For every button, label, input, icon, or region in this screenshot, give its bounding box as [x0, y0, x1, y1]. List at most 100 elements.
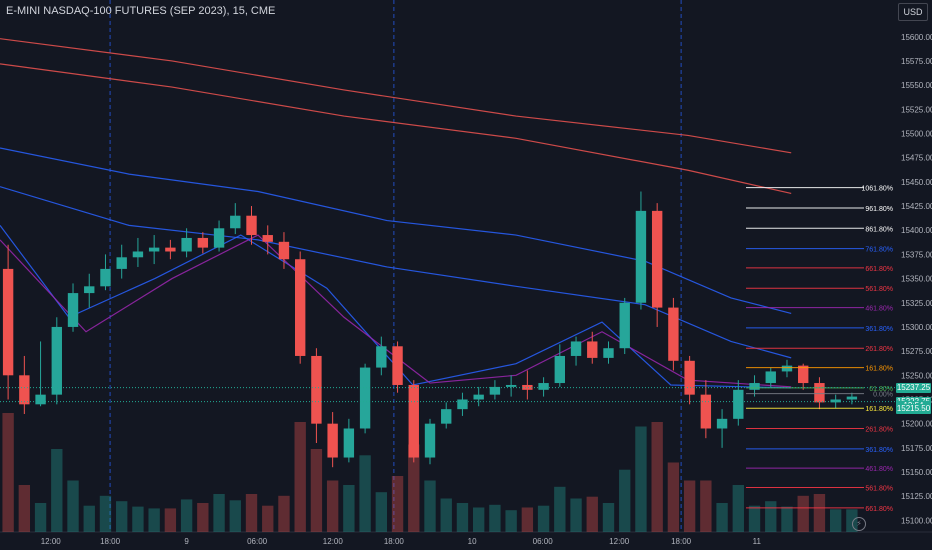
volume-bar	[651, 422, 663, 532]
volume-bar	[99, 495, 112, 532]
volume-bar	[375, 492, 387, 532]
volume-bar	[846, 509, 858, 532]
volume-bar	[245, 494, 258, 532]
volume-bar	[359, 455, 371, 532]
volume-bar	[829, 509, 842, 532]
candle-body	[538, 383, 549, 390]
candle-body	[197, 237, 209, 248]
candle-body	[668, 307, 679, 361]
fib-level-label: 161.80%	[865, 366, 893, 373]
fib-level-label: 261.80%	[865, 346, 893, 353]
fib-level-label: 161.80%	[865, 406, 893, 413]
volume-bar	[635, 426, 647, 532]
volume-bar	[797, 495, 809, 532]
candle-body	[830, 399, 841, 403]
fib-level-label: 561.80%	[865, 486, 893, 493]
time-tick-label: 9	[184, 537, 189, 546]
candle-body	[716, 418, 728, 429]
volume-bar	[505, 510, 517, 532]
time-tick-label: 18:00	[384, 537, 405, 546]
moving-average-line	[0, 38, 792, 154]
volume-bar	[748, 505, 761, 532]
price-tick-label: 15300.00	[901, 323, 932, 332]
candle-body	[603, 348, 614, 358]
volume-bar	[765, 501, 777, 532]
time-tick-label: 06:00	[533, 537, 554, 546]
time-tick-label: 06:00	[247, 537, 268, 546]
candle-body	[749, 383, 760, 390]
volume-bar	[116, 501, 128, 532]
volume-bar	[34, 503, 47, 532]
time-tick-label: 18:00	[100, 537, 121, 546]
volume-bar	[570, 498, 582, 532]
price-tick-label: 15150.00	[901, 468, 932, 477]
volume-bar	[391, 476, 404, 532]
lightning-icon[interactable]: ⚡	[852, 517, 866, 531]
candle-body	[489, 386, 501, 395]
price-tick-label: 15575.00	[901, 57, 932, 66]
volume-bar	[456, 503, 469, 532]
candle-body	[457, 399, 468, 410]
candle-body	[311, 355, 322, 424]
candle-body	[651, 210, 663, 308]
volume-bar	[440, 498, 452, 532]
volume-bar	[473, 507, 485, 532]
time-tick-label: 12:00	[323, 537, 344, 546]
volume-bar	[310, 449, 323, 532]
fib-level-label: 0.00%	[873, 392, 893, 399]
candle-body	[684, 360, 695, 395]
price-tick-label: 15100.00	[901, 516, 932, 525]
candle-body	[376, 346, 387, 368]
volume-bar	[408, 444, 420, 532]
fib-level-label: 361.80%	[865, 447, 893, 454]
volume-bar	[278, 495, 290, 532]
fib-level-label: 961.80%	[865, 206, 893, 213]
fib-level-label: 1061.80%	[861, 186, 893, 193]
currency-button[interactable]: USD	[898, 3, 928, 21]
volume-bar	[521, 507, 534, 532]
candle-body	[733, 389, 744, 419]
candle-body	[392, 346, 403, 385]
fib-level-label: 661.80%	[865, 506, 893, 513]
candle-body	[570, 341, 582, 356]
price-tick-label: 15425.00	[901, 202, 932, 211]
volume-bar	[700, 480, 712, 532]
candle-body	[798, 365, 809, 384]
time-tick-label: 10	[468, 537, 477, 546]
candle-body	[100, 268, 111, 287]
candle-body	[67, 293, 79, 327]
volume-bar	[554, 486, 566, 532]
last-price-label: 15215.50	[896, 403, 931, 414]
candle-body	[230, 215, 241, 229]
moving-average-line	[0, 63, 792, 195]
candle-body	[213, 228, 225, 248]
time-tick-label: 12:00	[41, 537, 62, 546]
price-tick-label: 15550.00	[901, 81, 932, 90]
volume-bar	[781, 506, 793, 532]
fib-level-label: 861.80%	[865, 226, 893, 233]
time-tick-label: 18:00	[671, 537, 692, 546]
candle-body	[181, 237, 192, 252]
candle-body	[424, 423, 436, 458]
volume-bar	[67, 480, 79, 532]
volume-bar	[262, 505, 274, 532]
price-tick-label: 15525.00	[901, 105, 932, 114]
volume-bar	[213, 494, 225, 532]
candle-body	[522, 384, 533, 390]
candle-body	[619, 302, 630, 349]
candle-body	[246, 215, 257, 236]
volume-bar	[424, 480, 436, 532]
price-tick-label: 15375.00	[901, 250, 932, 259]
fib-level-label: 361.80%	[865, 326, 893, 333]
volume-bar	[132, 506, 144, 532]
candle-body	[408, 384, 419, 458]
price-tick-label: 15200.00	[901, 420, 932, 429]
volume-bar	[716, 503, 728, 532]
volume-bar	[51, 449, 63, 532]
moving-average-line	[0, 147, 792, 314]
volume-bar	[489, 504, 501, 532]
symbol-title[interactable]: E-MINI NASDAQ-100 FUTURES (SEP 2023), 15…	[6, 5, 276, 17]
moving-average-line	[0, 186, 792, 359]
fib-level-label: 461.80%	[865, 466, 893, 473]
